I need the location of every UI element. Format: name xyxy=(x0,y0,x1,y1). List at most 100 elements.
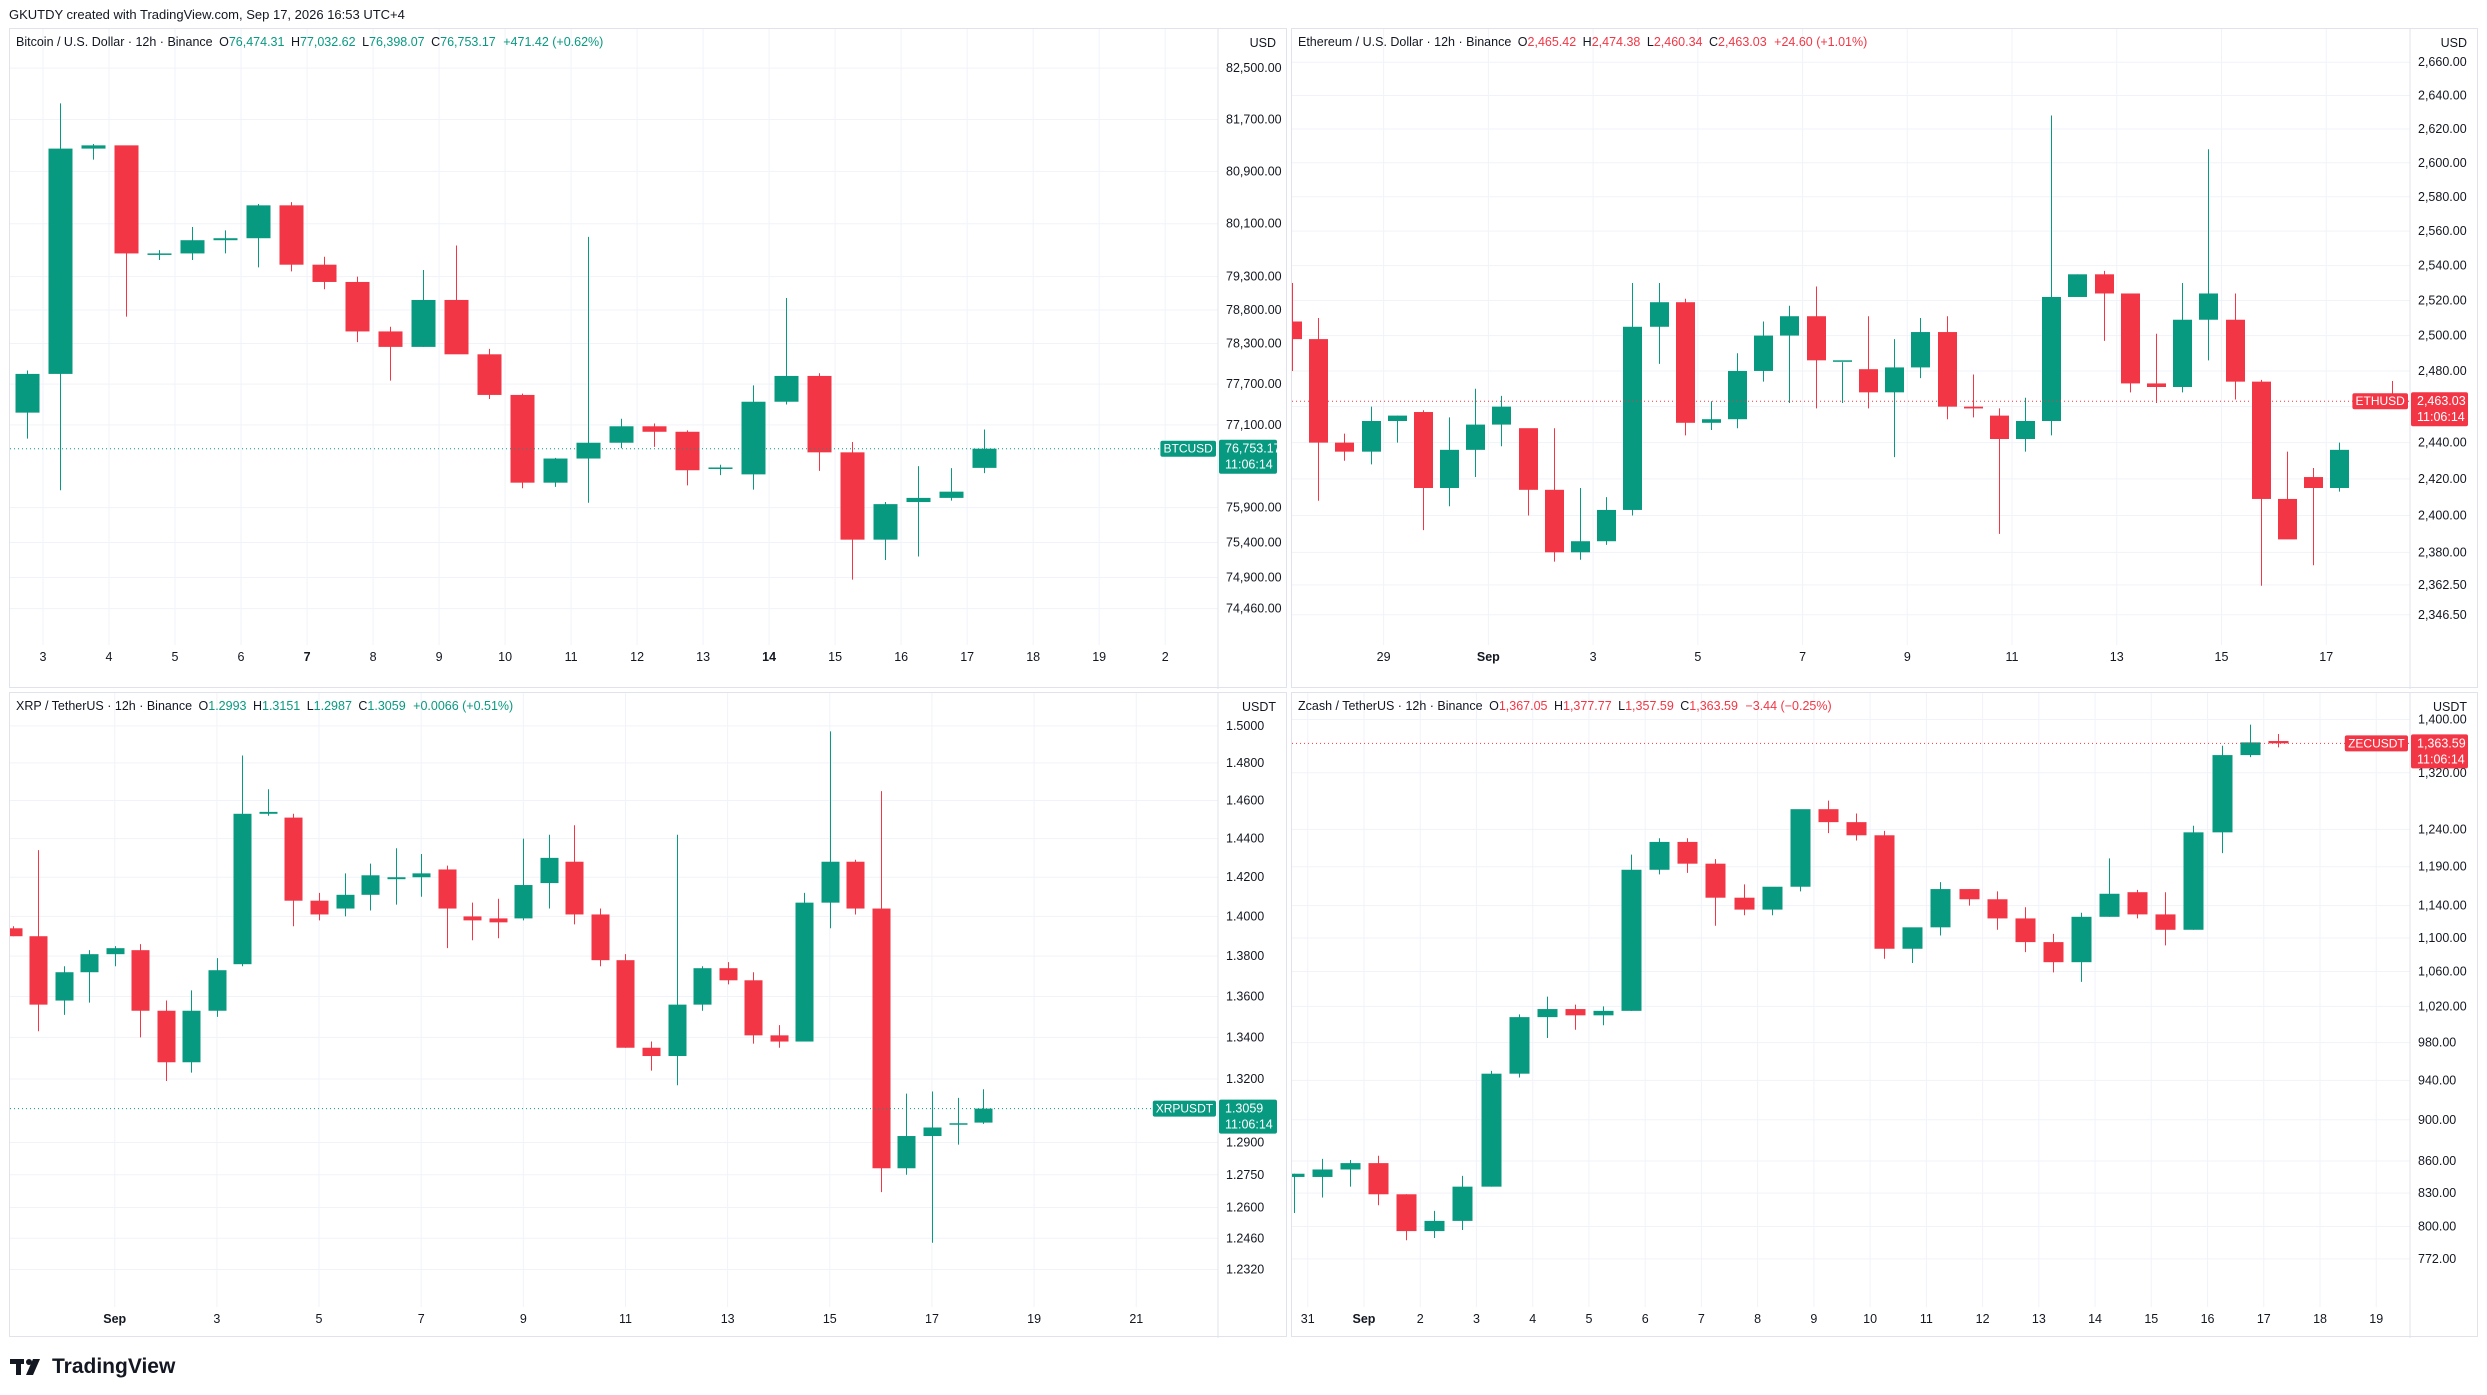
candle[interactable] xyxy=(1702,401,1721,430)
candle[interactable] xyxy=(807,373,832,471)
candle[interactable] xyxy=(489,898,508,939)
candle[interactable] xyxy=(1440,417,1459,507)
candle[interactable] xyxy=(1959,889,1980,906)
candle[interactable] xyxy=(1650,283,1669,364)
candle[interactable] xyxy=(543,457,568,487)
candle[interactable] xyxy=(642,1041,661,1071)
candle[interactable] xyxy=(514,838,533,921)
candle[interactable] xyxy=(2015,907,2036,953)
candle[interactable] xyxy=(1509,1014,1530,1078)
candle[interactable] xyxy=(1621,854,1642,1011)
candle[interactable] xyxy=(1754,321,1773,382)
candle[interactable] xyxy=(208,958,227,1017)
candlestick-chart-zec[interactable]: 1,400.00 1,320.00 1,240.00 1,190.00 1,140.00… xyxy=(1292,693,2479,1338)
candle[interactable] xyxy=(1728,353,1747,429)
candle[interactable] xyxy=(1565,1004,1586,1030)
candle[interactable] xyxy=(1312,1158,1333,1198)
candle[interactable] xyxy=(1466,388,1485,478)
candle[interactable] xyxy=(48,103,73,491)
candle[interactable] xyxy=(949,1097,968,1145)
chart-panel-btc[interactable]: 82,500.00 81,700.00 80,900.00 80,100.00 79,3… xyxy=(9,28,1288,689)
candle[interactable] xyxy=(840,442,865,580)
candle[interactable] xyxy=(233,755,252,967)
candle[interactable] xyxy=(147,250,172,261)
candle[interactable] xyxy=(387,848,406,905)
candle[interactable] xyxy=(180,227,205,261)
candle[interactable] xyxy=(29,850,48,1032)
candle[interactable] xyxy=(1388,415,1407,443)
candle[interactable] xyxy=(438,865,457,949)
candlestick-chart-btc[interactable]: 82,500.00 81,700.00 80,900.00 80,100.00 79,3… xyxy=(10,29,1288,689)
candle[interactable] xyxy=(1676,298,1695,436)
candle[interactable] xyxy=(770,1025,789,1048)
candle[interactable] xyxy=(906,466,931,557)
candle[interactable] xyxy=(609,418,634,449)
candle[interactable] xyxy=(213,230,238,254)
candlestick-chart-eth[interactable]: 2,660.00 2,640.00 2,620.00 2,600.00 2,580.00… xyxy=(1292,29,2479,689)
candle[interactable] xyxy=(897,1093,916,1175)
candle[interactable] xyxy=(2268,733,2289,748)
candle[interactable] xyxy=(1874,830,1895,959)
candle[interactable] xyxy=(1396,1194,1417,1241)
candle[interactable] xyxy=(284,813,303,927)
candle[interactable] xyxy=(872,791,891,1193)
candle[interactable] xyxy=(1597,497,1616,545)
candle[interactable] xyxy=(1987,891,2008,930)
candle[interactable] xyxy=(774,297,799,405)
candle[interactable] xyxy=(2155,892,2176,946)
candle[interactable] xyxy=(246,204,271,268)
candle[interactable] xyxy=(1452,1175,1473,1230)
candle[interactable] xyxy=(1571,487,1590,560)
candle[interactable] xyxy=(279,202,304,272)
candle[interactable] xyxy=(1807,286,1826,409)
candle[interactable] xyxy=(1492,395,1511,447)
candle[interactable] xyxy=(336,873,355,917)
candle[interactable] xyxy=(1705,859,1726,926)
candle[interactable] xyxy=(1762,886,1783,916)
candle[interactable] xyxy=(1938,316,1957,420)
candle[interactable] xyxy=(345,276,370,343)
candle[interactable] xyxy=(2183,825,2204,930)
candle[interactable] xyxy=(2252,379,2271,586)
candle[interactable] xyxy=(2099,858,2120,917)
candle[interactable] xyxy=(55,966,74,1015)
candle[interactable] xyxy=(463,902,482,941)
chart-panel-zec[interactable]: 1,400.00 1,320.00 1,240.00 1,190.00 1,140.00… xyxy=(1291,692,2479,1338)
symbol-title[interactable]: Ethereum / U.S. Dollar · 12h · Binance xyxy=(1298,35,1512,49)
candle[interactable] xyxy=(1902,927,1923,964)
candle[interactable] xyxy=(1734,884,1755,916)
candle[interactable] xyxy=(1885,339,1904,458)
candle[interactable] xyxy=(923,1091,942,1243)
candle[interactable] xyxy=(80,950,99,1003)
candle[interactable] xyxy=(1362,406,1381,465)
candle[interactable] xyxy=(2127,889,2148,919)
candle[interactable] xyxy=(693,966,712,1011)
candle[interactable] xyxy=(1790,809,1811,892)
candle[interactable] xyxy=(2173,283,2192,393)
candle[interactable] xyxy=(182,990,201,1073)
symbol-title[interactable]: Bitcoin / U.S. Dollar · 12h · Binance xyxy=(16,35,213,49)
tradingview-logo[interactable]: TradingView xyxy=(10,1355,175,1379)
candle[interactable] xyxy=(1519,428,1538,516)
candle[interactable] xyxy=(310,892,329,921)
candle[interactable] xyxy=(565,825,584,925)
candle[interactable] xyxy=(1846,813,1867,841)
candle[interactable] xyxy=(131,944,150,1038)
candle[interactable] xyxy=(114,145,139,317)
candle[interactable] xyxy=(1964,374,1983,418)
candle[interactable] xyxy=(10,926,23,937)
candle[interactable] xyxy=(378,326,403,381)
candle[interactable] xyxy=(873,502,898,560)
candle[interactable] xyxy=(576,236,601,503)
chart-panel-eth[interactable]: 2,660.00 2,640.00 2,620.00 2,600.00 2,580.00… xyxy=(1291,28,2479,689)
candle[interactable] xyxy=(719,962,738,985)
candle[interactable] xyxy=(15,370,40,439)
candle[interactable] xyxy=(1649,838,1670,875)
candle[interactable] xyxy=(2304,467,2323,566)
candle[interactable] xyxy=(444,245,469,355)
candle[interactable] xyxy=(1545,428,1564,562)
candle[interactable] xyxy=(2042,115,2061,436)
candle[interactable] xyxy=(2121,293,2140,393)
candle[interactable] xyxy=(1780,305,1799,404)
candle[interactable] xyxy=(540,834,559,909)
